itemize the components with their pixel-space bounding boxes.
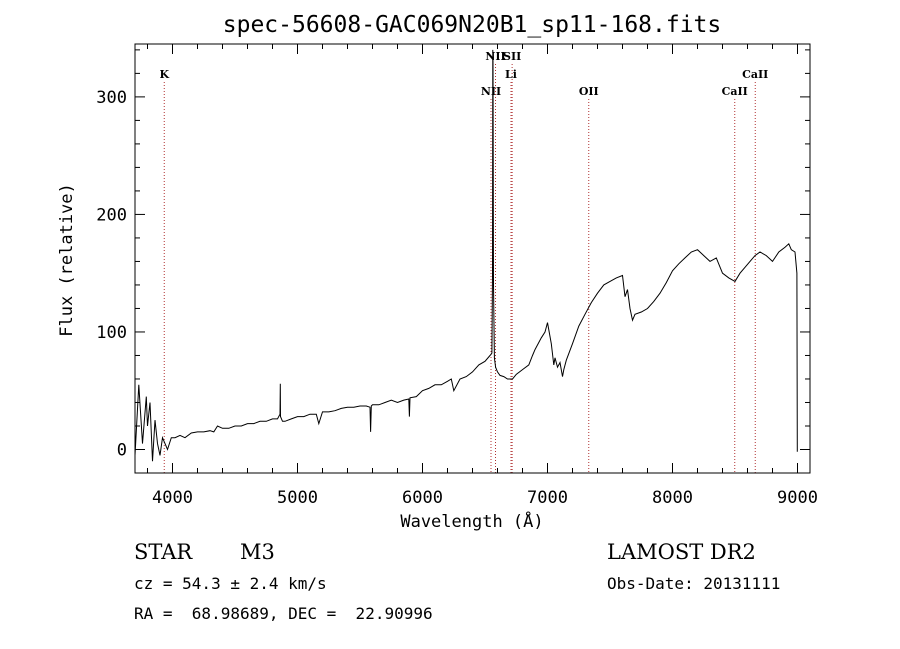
- x-tick-label: 7000: [527, 488, 568, 508]
- observation-date: Obs-Date: 20131111: [607, 574, 781, 593]
- x-tick-label: 8000: [652, 488, 693, 508]
- y-axis-label: Flux (relative): [57, 183, 77, 337]
- object-class: STAR: [134, 540, 193, 564]
- x-tick-label: 6000: [402, 488, 443, 508]
- spectral-line-label: NII: [481, 85, 501, 98]
- x-tick-label: 5000: [277, 488, 318, 508]
- spectral-line-label: K: [159, 68, 169, 81]
- x-axis-label: Wavelength (Å): [400, 510, 543, 532]
- y-tick-label: 0: [117, 440, 127, 460]
- chart-title: spec-56608-GAC069N20B1_sp11-168.fits: [223, 12, 722, 38]
- coordinates: RA = 68.98689, DEC = 22.90996: [134, 604, 433, 623]
- spectral-line-label: CaII: [722, 85, 748, 98]
- spectrum-line: [134, 49, 798, 462]
- object-subclass: M3: [240, 540, 275, 564]
- spectral-line-label: CaII: [742, 68, 768, 81]
- x-axis-ticks: 4000 5000 6000 7000 8000 9000: [147, 44, 818, 508]
- survey-name: LAMOST DR2: [607, 540, 756, 564]
- y-tick-label: 100: [96, 323, 127, 343]
- spectral-line-label: NII: [485, 50, 505, 63]
- plot-frame: [134, 43, 811, 474]
- x-tick-label: 9000: [777, 488, 818, 508]
- spectral-line-label: SII: [503, 50, 521, 63]
- x-tick-label: 4000: [152, 488, 193, 508]
- y-tick-label: 200: [96, 205, 127, 225]
- spectral-line-label: Li: [505, 68, 517, 81]
- y-tick-label: 300: [96, 88, 127, 108]
- y-axis-ticks: 0 100 200 300: [96, 49, 810, 474]
- spectral-line-label: OII: [579, 85, 599, 98]
- redshift-velocity: cz = 54.3 ± 2.4 km/s: [134, 574, 327, 593]
